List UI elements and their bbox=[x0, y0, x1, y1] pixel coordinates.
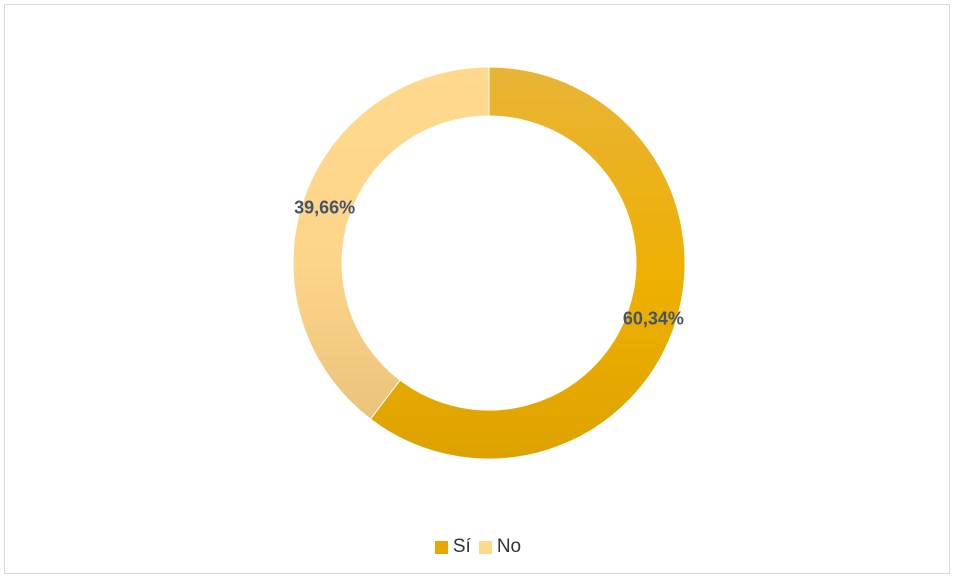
legend-item-no: No bbox=[478, 536, 522, 558]
chart-area: 60,34% 39,66% Sí No bbox=[4, 4, 950, 574]
data-label-si: 60,34% bbox=[623, 308, 684, 328]
slice-no bbox=[292, 66, 490, 420]
legend-label-no: No bbox=[496, 536, 522, 557]
legend-swatch-no bbox=[478, 540, 492, 554]
data-label-no: 39,66% bbox=[294, 198, 355, 218]
legend-item-si: Sí bbox=[434, 536, 471, 558]
legend-label-si: Sí bbox=[452, 536, 471, 557]
legend: Sí No bbox=[5, 535, 951, 559]
slice-si bbox=[369, 66, 686, 460]
legend-swatch-si bbox=[434, 540, 448, 554]
donut-chart: 60,34% 39,66% bbox=[292, 66, 686, 460]
